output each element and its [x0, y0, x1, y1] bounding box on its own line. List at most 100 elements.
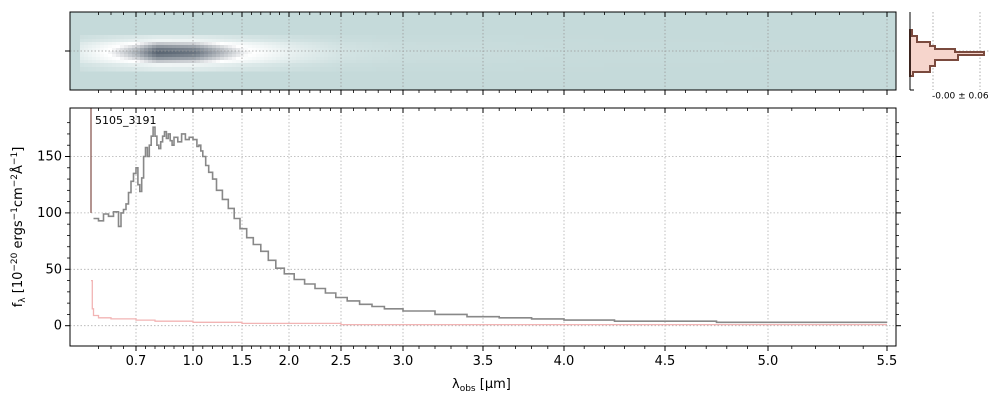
trace-cell — [860, 31, 865, 36]
trace-cell — [344, 35, 349, 40]
trace-cell — [248, 45, 253, 49]
trace-cell — [388, 54, 393, 58]
trace-cell — [172, 63, 177, 68]
trace-cell — [344, 42, 349, 46]
trace-cell — [436, 63, 441, 68]
trace-cell — [160, 31, 165, 36]
trace-cell — [468, 57, 473, 61]
trace-cell — [508, 60, 513, 64]
trace-cell — [624, 31, 629, 36]
trace-cell — [448, 60, 453, 64]
trace-cell — [248, 67, 253, 72]
trace-cell — [860, 51, 865, 55]
trace-cell — [156, 60, 161, 64]
trace-cell — [852, 45, 857, 49]
trace-cell — [608, 57, 613, 61]
trace-cell — [264, 35, 269, 40]
trace-cell — [768, 60, 773, 64]
trace-cell — [124, 48, 129, 52]
trace-cell — [472, 39, 477, 43]
trace-cell — [888, 48, 893, 52]
trace-cell — [228, 51, 233, 55]
trace-cell — [132, 63, 137, 68]
trace-cell — [844, 45, 849, 49]
trace-cell — [172, 35, 177, 40]
trace-cell — [616, 63, 621, 68]
trace-cell — [452, 57, 457, 61]
trace-cell — [548, 63, 553, 68]
trace-cell — [636, 31, 641, 36]
trace-cell — [808, 45, 813, 49]
trace-cell — [880, 51, 885, 55]
trace-cell — [716, 67, 721, 72]
trace-cell — [244, 67, 249, 72]
trace-cell — [212, 57, 217, 61]
trace-cell — [616, 31, 621, 36]
trace-cell — [100, 63, 105, 68]
trace-cell — [152, 39, 157, 43]
trace-cell — [192, 57, 197, 61]
trace-cell — [836, 51, 841, 55]
trace-cell — [196, 57, 201, 61]
x-tick-label: 5.5 — [877, 354, 898, 369]
trace-cell — [304, 39, 309, 43]
trace-cell — [712, 54, 717, 58]
trace-cell — [748, 31, 753, 36]
trace-cell — [260, 67, 265, 72]
trace-cell — [368, 45, 373, 49]
trace-cell — [424, 67, 429, 72]
trace-cell — [392, 54, 397, 58]
trace-cell — [244, 51, 249, 55]
trace-cell — [780, 54, 785, 58]
trace-cell — [136, 48, 141, 52]
trace-cell — [268, 51, 273, 55]
trace-cell — [168, 31, 173, 36]
trace-cell — [304, 67, 309, 72]
trace-cell — [784, 60, 789, 64]
trace-cell — [680, 51, 685, 55]
trace-cell — [444, 48, 449, 52]
trace-cell — [744, 48, 749, 52]
trace-cell — [564, 51, 569, 55]
trace-cell — [652, 57, 657, 61]
trace-cell — [184, 51, 189, 55]
trace-cell — [132, 35, 137, 40]
trace-cell — [860, 45, 865, 49]
trace-cell — [412, 57, 417, 61]
trace-cell — [332, 31, 337, 36]
trace-cell — [272, 63, 277, 68]
trace-cell — [92, 45, 97, 49]
trace-cell — [192, 51, 197, 55]
trace-cell — [744, 67, 749, 72]
trace-cell — [240, 45, 245, 49]
trace-cell — [588, 35, 593, 40]
trace-cell — [800, 31, 805, 36]
trace-cell — [260, 57, 265, 61]
trace-cell — [264, 31, 269, 36]
trace-cell — [884, 57, 889, 61]
trace-cell — [192, 39, 197, 43]
trace-cell — [84, 31, 89, 36]
trace-cell — [236, 51, 241, 55]
trace-cell — [204, 39, 209, 43]
trace-cell — [520, 42, 525, 46]
trace-cell — [532, 63, 537, 68]
trace-cell — [212, 48, 217, 52]
trace-cell — [856, 54, 861, 58]
trace-cell — [496, 51, 501, 55]
trace-cell — [628, 54, 633, 58]
trace-cell — [460, 31, 465, 36]
trace-cell — [232, 35, 237, 40]
trace-cell — [448, 63, 453, 68]
trace-cell — [208, 63, 213, 68]
trace-cell — [352, 54, 357, 58]
trace-cell — [656, 31, 661, 36]
trace-cell — [536, 45, 541, 49]
trace-cell — [636, 60, 641, 64]
trace-cell — [396, 45, 401, 49]
trace-cell — [576, 57, 581, 61]
trace-cell — [260, 42, 265, 46]
trace-cell — [408, 51, 413, 55]
trace-cell — [672, 60, 677, 64]
trace-cell — [756, 51, 761, 55]
